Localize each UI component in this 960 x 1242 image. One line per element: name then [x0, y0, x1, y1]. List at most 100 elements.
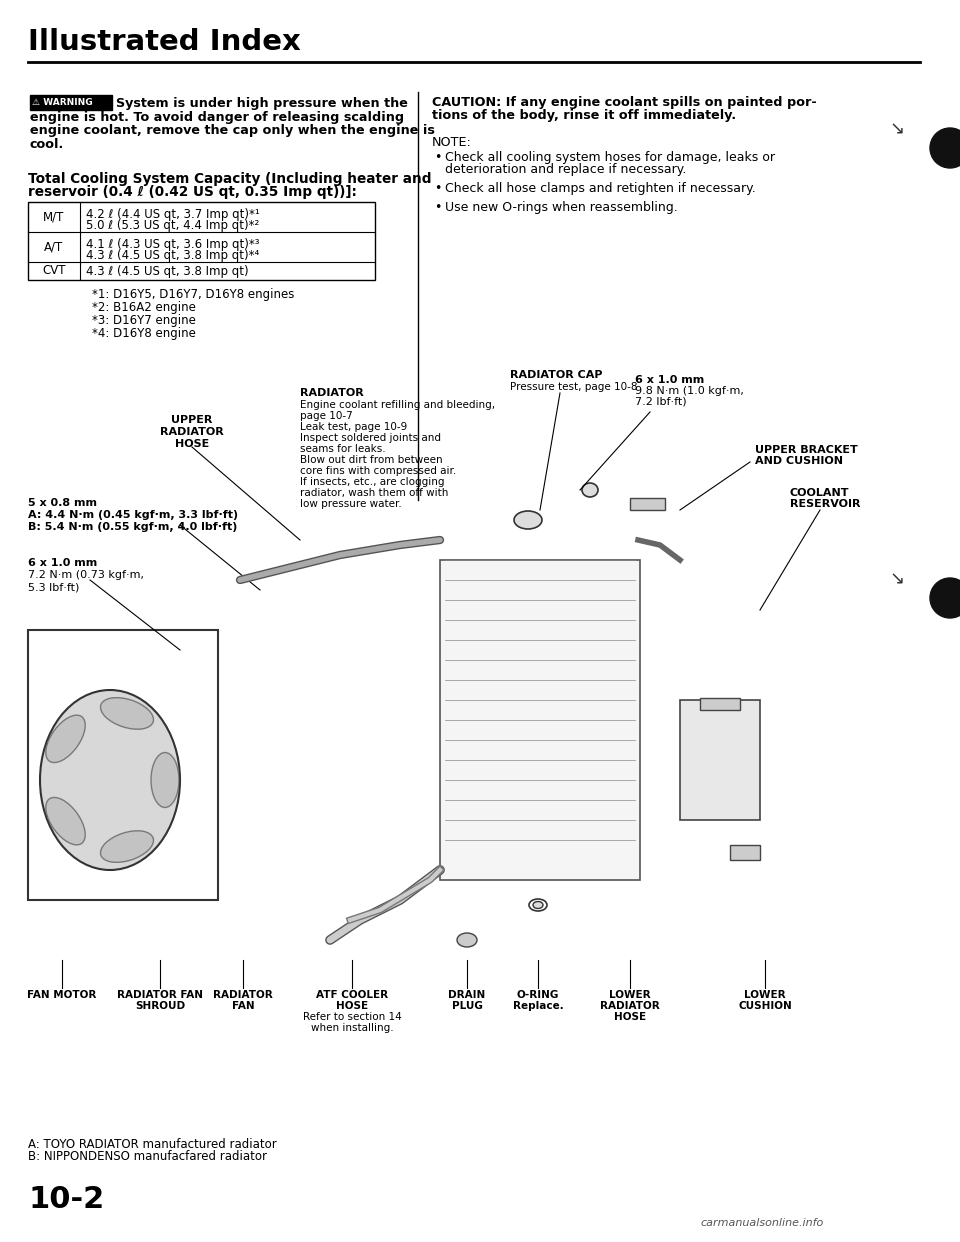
Text: radiator, wash them off with: radiator, wash them off with — [300, 488, 448, 498]
Text: O-RING: O-RING — [516, 990, 559, 1000]
Text: ↘: ↘ — [889, 571, 904, 589]
Text: NOTE:: NOTE: — [432, 137, 472, 149]
Text: UPPER: UPPER — [171, 415, 213, 425]
Text: •: • — [434, 183, 442, 195]
Text: FAN MOTOR: FAN MOTOR — [27, 990, 97, 1000]
Text: System is under high pressure when the: System is under high pressure when the — [116, 97, 408, 111]
Text: ⚠ WARNING: ⚠ WARNING — [32, 98, 92, 107]
Ellipse shape — [40, 691, 180, 869]
Text: tions of the body, rinse it off immediately.: tions of the body, rinse it off immediat… — [432, 109, 736, 122]
Text: *3: D16Y7 engine: *3: D16Y7 engine — [92, 314, 196, 327]
Text: 4.1 ℓ (4.3 US qt, 3.6 Imp qt)*³: 4.1 ℓ (4.3 US qt, 3.6 Imp qt)*³ — [86, 238, 259, 251]
Text: 4.2 ℓ (4.4 US qt, 3.7 Imp qt)*¹: 4.2 ℓ (4.4 US qt, 3.7 Imp qt)*¹ — [86, 207, 260, 221]
Text: •: • — [434, 152, 442, 164]
Text: RESERVOIR: RESERVOIR — [790, 499, 860, 509]
Text: A/T: A/T — [44, 241, 63, 253]
Ellipse shape — [514, 510, 542, 529]
Text: 5.0 ℓ (5.3 US qt, 4.4 Imp qt)*²: 5.0 ℓ (5.3 US qt, 4.4 Imp qt)*² — [86, 219, 259, 232]
Bar — [28, 202, 375, 279]
Text: B: NIPPONDENSO manufacfared radiator: B: NIPPONDENSO manufacfared radiator — [28, 1150, 267, 1163]
Bar — [680, 700, 760, 820]
Text: ↘: ↘ — [889, 120, 904, 139]
Bar — [30, 94, 112, 111]
Ellipse shape — [529, 899, 547, 910]
Text: Pressure test, page 10-8: Pressure test, page 10-8 — [510, 383, 637, 392]
Ellipse shape — [101, 831, 154, 862]
Text: cool.: cool. — [30, 138, 64, 150]
Text: deterioration and replace if necessary.: deterioration and replace if necessary. — [445, 163, 686, 176]
Bar — [700, 698, 740, 710]
Text: PLUG: PLUG — [451, 1001, 483, 1011]
Text: *4: D16Y8 engine: *4: D16Y8 engine — [92, 327, 196, 340]
Ellipse shape — [457, 933, 477, 946]
Text: 5.3 lbf·ft): 5.3 lbf·ft) — [28, 582, 80, 592]
Text: low pressure water.: low pressure water. — [300, 499, 401, 509]
Text: 5 x 0.8 mm: 5 x 0.8 mm — [28, 498, 97, 508]
Text: Inspect soldered joints and: Inspect soldered joints and — [300, 433, 441, 443]
Text: Replace.: Replace. — [513, 1001, 564, 1011]
Text: 6 x 1.0 mm: 6 x 1.0 mm — [635, 375, 705, 385]
Text: CVT: CVT — [42, 265, 65, 277]
Text: HOSE: HOSE — [336, 1001, 368, 1011]
Text: Engine coolant refilling and bleeding,: Engine coolant refilling and bleeding, — [300, 400, 495, 410]
Bar — [730, 845, 760, 859]
Text: CAUTION: If any engine coolant spills on painted por-: CAUTION: If any engine coolant spills on… — [432, 96, 817, 109]
Text: *1: D16Y5, D16Y7, D16Y8 engines: *1: D16Y5, D16Y7, D16Y8 engines — [92, 288, 295, 301]
Text: HOSE: HOSE — [614, 1012, 646, 1022]
Text: seams for leaks.: seams for leaks. — [300, 443, 386, 455]
Text: Blow out dirt from between: Blow out dirt from between — [300, 455, 443, 465]
Text: ATF COOLER: ATF COOLER — [316, 990, 388, 1000]
Text: 4.3 ℓ (4.5 US qt, 3.8 Imp qt): 4.3 ℓ (4.5 US qt, 3.8 Imp qt) — [86, 265, 249, 277]
Ellipse shape — [582, 483, 598, 497]
Text: reservoir (0.4 ℓ (0.42 US qt, 0.35 Imp qt))]:: reservoir (0.4 ℓ (0.42 US qt, 0.35 Imp q… — [28, 185, 357, 199]
Text: 6 x 1.0 mm: 6 x 1.0 mm — [28, 558, 97, 568]
Ellipse shape — [46, 715, 85, 763]
Bar — [630, 498, 665, 510]
Bar — [28, 630, 218, 900]
Text: M/T: M/T — [43, 210, 64, 224]
Text: SHROUD: SHROUD — [135, 1001, 185, 1011]
Text: Check all cooling system hoses for damage, leaks or: Check all cooling system hoses for damag… — [445, 152, 775, 164]
Text: RADIATOR CAP: RADIATOR CAP — [510, 370, 603, 380]
Text: Total Cooling System Capacity (Including heater and: Total Cooling System Capacity (Including… — [28, 171, 431, 186]
Text: Refer to section 14: Refer to section 14 — [302, 1012, 401, 1022]
Text: DRAIN: DRAIN — [448, 990, 486, 1000]
Text: when installing.: when installing. — [311, 1023, 394, 1033]
Text: 7.2 lbf·ft): 7.2 lbf·ft) — [635, 397, 686, 407]
Text: 7.2 N·m (0.73 kgf·m,: 7.2 N·m (0.73 kgf·m, — [28, 570, 144, 580]
Text: HOSE: HOSE — [175, 438, 209, 450]
Text: 10-2: 10-2 — [28, 1185, 105, 1213]
Bar — [440, 560, 640, 881]
Text: core fins with compressed air.: core fins with compressed air. — [300, 466, 456, 476]
Text: A: TOYO RADIATOR manufactured radiator: A: TOYO RADIATOR manufactured radiator — [28, 1138, 276, 1151]
Text: If insects, etc., are clogging: If insects, etc., are clogging — [300, 477, 444, 487]
Text: engine is hot. To avoid danger of releasing scalding: engine is hot. To avoid danger of releas… — [30, 111, 404, 123]
Text: LOWER: LOWER — [610, 990, 651, 1000]
Text: UPPER BRACKET: UPPER BRACKET — [755, 445, 857, 455]
Text: RADIATOR: RADIATOR — [600, 1001, 660, 1011]
Text: engine coolant, remove the cap only when the engine is: engine coolant, remove the cap only when… — [30, 124, 435, 137]
Circle shape — [930, 128, 960, 168]
Text: page 10-7: page 10-7 — [300, 411, 352, 421]
Text: Use new O-rings when reassembling.: Use new O-rings when reassembling. — [445, 201, 678, 214]
Ellipse shape — [533, 902, 543, 908]
Ellipse shape — [151, 753, 179, 807]
Text: FAN: FAN — [231, 1001, 254, 1011]
Text: RADIATOR FAN: RADIATOR FAN — [117, 990, 203, 1000]
Ellipse shape — [101, 698, 154, 729]
Text: B: 5.4 N·m (0.55 kgf·m, 4.0 lbf·ft): B: 5.4 N·m (0.55 kgf·m, 4.0 lbf·ft) — [28, 522, 237, 532]
Text: RADIATOR: RADIATOR — [300, 388, 364, 397]
Text: 9.8 N·m (1.0 kgf·m,: 9.8 N·m (1.0 kgf·m, — [635, 386, 744, 396]
Text: COOLANT: COOLANT — [790, 488, 850, 498]
Text: Illustrated Index: Illustrated Index — [28, 29, 300, 56]
Text: RADIATOR: RADIATOR — [160, 427, 224, 437]
Text: AND CUSHION: AND CUSHION — [755, 456, 843, 466]
Text: RADIATOR: RADIATOR — [213, 990, 273, 1000]
Text: Leak test, page 10-9: Leak test, page 10-9 — [300, 422, 407, 432]
Text: *2: B16A2 engine: *2: B16A2 engine — [92, 301, 196, 314]
Text: •: • — [434, 201, 442, 214]
Text: A: 4.4 N·m (0.45 kgf·m, 3.3 lbf·ft): A: 4.4 N·m (0.45 kgf·m, 3.3 lbf·ft) — [28, 510, 238, 520]
Text: LOWER: LOWER — [744, 990, 786, 1000]
Ellipse shape — [46, 797, 85, 845]
Circle shape — [930, 578, 960, 619]
